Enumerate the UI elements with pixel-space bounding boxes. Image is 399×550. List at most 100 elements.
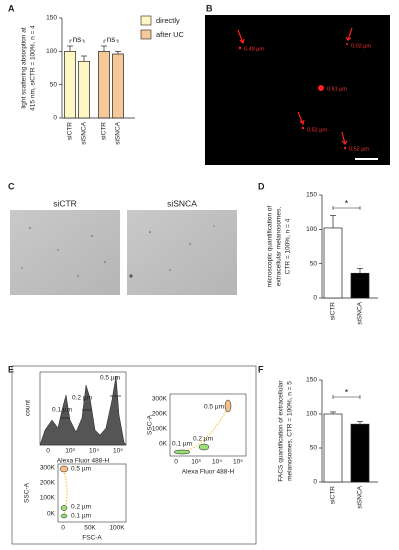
tick-label: 100K: [40, 495, 56, 502]
tick-label: 0: [46, 448, 50, 455]
legend-swatch: [140, 29, 152, 40]
y-tick-label: 150: [306, 192, 317, 199]
panel-label: C: [8, 181, 15, 191]
y-axis-label: extracellular melanosomes,: [276, 207, 283, 286]
bar: [350, 423, 370, 483]
gate-label: 0.2 µm: [72, 395, 92, 402]
size-label: 0.02 µm: [351, 43, 371, 49]
bar: [323, 227, 343, 299]
tick-label: 10⁴: [212, 459, 222, 466]
y-tick-label: 0: [53, 115, 57, 122]
x-tick-label: siCTR: [67, 122, 74, 140]
specks: [21, 225, 215, 278]
tick-label: 0: [61, 525, 65, 532]
bar: [112, 53, 124, 119]
tick-label: 0K: [159, 441, 168, 448]
scatter-ssc-alexa: 0.5 µm 0.2 µm 0.1 µm SSC-A 300K 200K 100…: [147, 393, 247, 476]
y-tick-label: 0: [313, 479, 317, 486]
y-axis-label: 415 nm, siCTR = 100%, n = 4: [30, 25, 37, 111]
bracket: [332, 395, 361, 399]
legend-swatch: [140, 15, 152, 26]
gate-label: 0.5 µm: [100, 375, 120, 382]
bracket: [69, 39, 85, 43]
panel-label: E: [8, 364, 14, 374]
histogram-plot: 0.5 µm 0.2 µm 0.1 µm count 0 10³ 10⁴ 10⁵…: [25, 371, 127, 465]
panel-label: A: [8, 3, 15, 13]
size-label: 0.52 µm: [307, 127, 327, 133]
axis-label: Alexa Fluor 488-H: [182, 469, 235, 476]
x-tick-label: siSNCA: [357, 301, 364, 324]
bar: [64, 50, 76, 119]
bar: [323, 413, 343, 483]
tick-label: 100K: [152, 426, 168, 433]
scale-bar: [355, 158, 378, 160]
y-tick-label: 50: [310, 445, 318, 452]
gate-label: 0.2 µm: [71, 504, 91, 511]
tick-label: 10⁴: [89, 448, 99, 455]
axis-label: count: [25, 400, 32, 416]
scatter-ssc-fsc: 0.5 µm 0.2 µm 0.1 µm SSC-A 300K 200K 100…: [24, 463, 127, 542]
y-tick-label: 100: [46, 48, 57, 55]
tick-label: 50K: [84, 525, 96, 532]
y-tick-label: 0: [313, 295, 317, 302]
annotation: ns: [107, 35, 115, 44]
annotation: *: [345, 387, 349, 397]
axis-label: SSC-A: [24, 482, 31, 503]
annotation: *: [345, 198, 349, 208]
x-tick-label: siSNCA: [357, 485, 364, 508]
gate-label: 0.1 µm: [172, 441, 192, 448]
micrograph: [10, 210, 120, 295]
tick-label: 100K: [109, 525, 125, 532]
bracket: [103, 39, 119, 43]
y-tick-label: 100: [306, 226, 317, 233]
y-axis-label: FACS quantification of extracellular: [278, 380, 285, 482]
tick-label: 10⁵: [113, 448, 123, 455]
gate-label: 0.5 µm: [204, 404, 224, 411]
panel-frame: [11, 365, 257, 545]
fluorescence-image: [205, 15, 390, 165]
tick-label: 300K: [40, 465, 56, 472]
legend-label: directly: [156, 16, 180, 25]
image-title: siCTR: [53, 198, 77, 208]
tick-label: 10³: [191, 459, 201, 466]
arrows: [237, 27, 353, 145]
y-tick-label: 150: [306, 377, 317, 384]
gate-label: 0.1 µm: [52, 407, 72, 414]
y-tick-label: 50: [310, 260, 318, 267]
axis-label: FSC-A: [82, 535, 102, 542]
tick-label: 200K: [152, 411, 168, 418]
size-label: 0.48 µm: [244, 46, 264, 52]
tick-label: 300K: [152, 396, 168, 403]
y-tick-label: 100: [306, 411, 317, 418]
gate-label: 0.1 µm: [71, 513, 91, 520]
annotation: ns: [73, 35, 81, 44]
size-label: 0.52 µm: [349, 146, 369, 152]
bar: [350, 272, 370, 299]
y-axis-label: microscopic quantification of: [267, 205, 274, 287]
axis-label: Alexa Fluor 488-H: [57, 458, 110, 465]
bracket: [332, 206, 361, 210]
micrograph: [127, 210, 237, 295]
axis-label: SSC-A: [147, 414, 154, 435]
tick-label: 10³: [65, 448, 75, 455]
panel-label: B: [206, 3, 213, 13]
x-tick-label: siSNCA: [115, 121, 122, 144]
panel-label: F: [258, 364, 264, 374]
particles: [238, 43, 348, 150]
panel-label: D: [258, 181, 265, 191]
tick-label: 0: [174, 459, 178, 466]
bar: [78, 60, 90, 119]
tick-label: 0K: [47, 511, 56, 518]
y-axis-label: CTR = 100%, n = 4: [285, 218, 292, 274]
tick-label: 200K: [40, 480, 56, 487]
y-tick-label: 50: [50, 81, 58, 88]
tick-label: 10⁵: [233, 459, 243, 466]
y-tick-label: 150: [46, 15, 57, 22]
x-tick-label: siCTR: [101, 122, 108, 140]
y-axis-label: light scattering absorption at: [21, 27, 28, 108]
gate-label: 0.5 µm: [71, 466, 91, 473]
image-title: siSNCA: [167, 198, 197, 208]
gate-label: 0.2 µm: [193, 436, 213, 443]
x-tick-label: siSNCA: [81, 121, 88, 144]
